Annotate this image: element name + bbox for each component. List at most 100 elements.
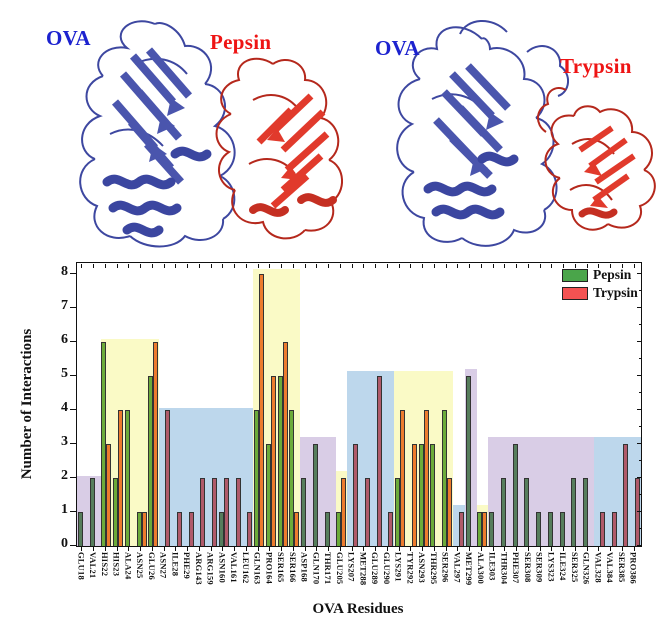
bar-trypsin-PRO386 bbox=[635, 478, 641, 546]
x-tick-label-TYR292: TYR292 bbox=[405, 552, 416, 584]
axis-tick bbox=[410, 263, 412, 268]
axis-tick bbox=[551, 546, 553, 551]
axis-tick bbox=[163, 263, 165, 268]
bar-trypsin-ASN27 bbox=[165, 410, 171, 546]
bar-trypsin-LYS207 bbox=[353, 444, 359, 546]
x-tick-label-VAL21: VAL21 bbox=[88, 552, 99, 579]
bar-pepsin-PHE307 bbox=[512, 444, 518, 546]
axis-tick bbox=[281, 263, 283, 268]
axis-tick bbox=[433, 263, 435, 268]
axis-tick bbox=[304, 263, 306, 268]
x-tick-label-ILE303: ILE303 bbox=[487, 552, 498, 581]
axis-tick bbox=[636, 442, 642, 444]
highlight-region bbox=[335, 471, 348, 546]
bar-pepsin-THR171 bbox=[324, 512, 330, 546]
x-tick-label-ASN27: ASN27 bbox=[158, 552, 169, 579]
axis-tick bbox=[375, 263, 377, 268]
bar-trypsin-HIS23 bbox=[118, 410, 124, 546]
axis-tick bbox=[70, 306, 76, 308]
axis-tick bbox=[551, 263, 553, 268]
bar-trypsin-ALA300 bbox=[482, 512, 488, 546]
axis-tick bbox=[638, 493, 642, 495]
axis-tick bbox=[234, 546, 236, 551]
highlight-region bbox=[453, 505, 465, 546]
bar-pepsin-PRO164 bbox=[265, 444, 271, 546]
x-tick-label-SER385: SER385 bbox=[616, 552, 627, 583]
axis-tick bbox=[621, 546, 623, 551]
axis-tick bbox=[151, 546, 153, 551]
axis-tick bbox=[93, 263, 95, 268]
x-tick-label-LYS323: LYS323 bbox=[546, 552, 557, 582]
pepsin-label: Pepsin bbox=[210, 30, 272, 54]
x-tick-label-PRO164: PRO164 bbox=[264, 552, 275, 584]
bar-pepsin-MET299 bbox=[465, 376, 471, 546]
bar-pepsin-ALA24 bbox=[124, 410, 130, 546]
axis-tick bbox=[269, 263, 271, 268]
bar-pepsin-HIS23 bbox=[113, 478, 119, 546]
axis-tick bbox=[586, 546, 588, 551]
bar-trypsin-GLU290 bbox=[388, 512, 394, 546]
trypsin-structure bbox=[537, 86, 656, 231]
axis-tick bbox=[175, 546, 177, 551]
trypsin-legend-swatch bbox=[562, 286, 588, 300]
bar-trypsin-VAL297 bbox=[458, 512, 464, 546]
axis-tick bbox=[363, 546, 365, 551]
bar-trypsin-TYR292 bbox=[411, 444, 417, 546]
axis-tick bbox=[636, 374, 642, 376]
axis-tick bbox=[316, 546, 318, 551]
axis-tick bbox=[598, 546, 600, 551]
x-tick-label-GLN326: GLN326 bbox=[581, 552, 592, 585]
axis-tick bbox=[104, 263, 106, 268]
axis-tick bbox=[292, 546, 294, 551]
x-tick-label-GLN170: GLN170 bbox=[311, 552, 322, 585]
bar-pepsin-SER325 bbox=[571, 478, 577, 546]
x-tick-label-ILE28: ILE28 bbox=[170, 552, 181, 577]
x-tick-label-GLU18: GLU18 bbox=[76, 552, 87, 580]
x-tick-label-SER165: SER165 bbox=[276, 552, 287, 583]
axis-tick bbox=[222, 263, 224, 268]
x-tick-label-SER325: SER325 bbox=[569, 552, 580, 583]
bar-trypsin-ARG143 bbox=[200, 478, 206, 546]
axis-tick bbox=[198, 263, 200, 268]
axis-tick bbox=[70, 340, 76, 342]
bar-trypsin-ARG159 bbox=[212, 478, 218, 546]
x-tick-label-ASN25: ASN25 bbox=[135, 552, 146, 579]
x-tick-label-THR304: THR304 bbox=[499, 552, 510, 585]
axis-tick bbox=[70, 476, 76, 478]
legend-entry-pepsin: Pepsin bbox=[562, 266, 638, 284]
axis-tick bbox=[527, 263, 529, 268]
axis-tick bbox=[70, 374, 76, 376]
axis-tick bbox=[469, 546, 471, 551]
bar-pepsin-GLU26 bbox=[148, 376, 154, 546]
axis-tick bbox=[187, 546, 189, 551]
axis-tick bbox=[445, 546, 447, 551]
y-tick-label: 0 bbox=[61, 536, 68, 551]
x-tick-label-ALA24: ALA24 bbox=[123, 552, 134, 580]
trypsin-legend-label: Trypsin bbox=[593, 285, 638, 300]
axis-tick bbox=[563, 263, 565, 268]
axis-tick bbox=[386, 546, 388, 551]
x-tick-label-SER166: SER166 bbox=[287, 552, 298, 583]
axis-tick bbox=[433, 546, 435, 551]
axis-tick bbox=[636, 272, 642, 274]
axis-tick bbox=[516, 263, 518, 268]
x-tick-label-MET299: MET299 bbox=[464, 552, 475, 586]
axis-tick bbox=[422, 263, 424, 268]
x-tick-label-THR295: THR295 bbox=[428, 552, 439, 585]
axis-tick bbox=[128, 263, 130, 268]
axis-tick bbox=[257, 263, 259, 268]
bar-pepsin-GLN326 bbox=[583, 478, 589, 546]
bar-pepsin-GLU205 bbox=[336, 512, 342, 546]
highlight-region bbox=[488, 437, 594, 546]
axis-tick bbox=[128, 546, 130, 551]
trypsin-label: Trypsin bbox=[560, 54, 632, 78]
x-tick-label-LYS207: LYS207 bbox=[346, 552, 357, 582]
axis-tick bbox=[269, 546, 271, 551]
x-tick-label-SER309: SER309 bbox=[534, 552, 545, 583]
axis-tick bbox=[457, 263, 459, 268]
axis-tick bbox=[636, 306, 642, 308]
y-tick-label: 2 bbox=[61, 468, 68, 483]
axis-tick bbox=[638, 391, 642, 393]
